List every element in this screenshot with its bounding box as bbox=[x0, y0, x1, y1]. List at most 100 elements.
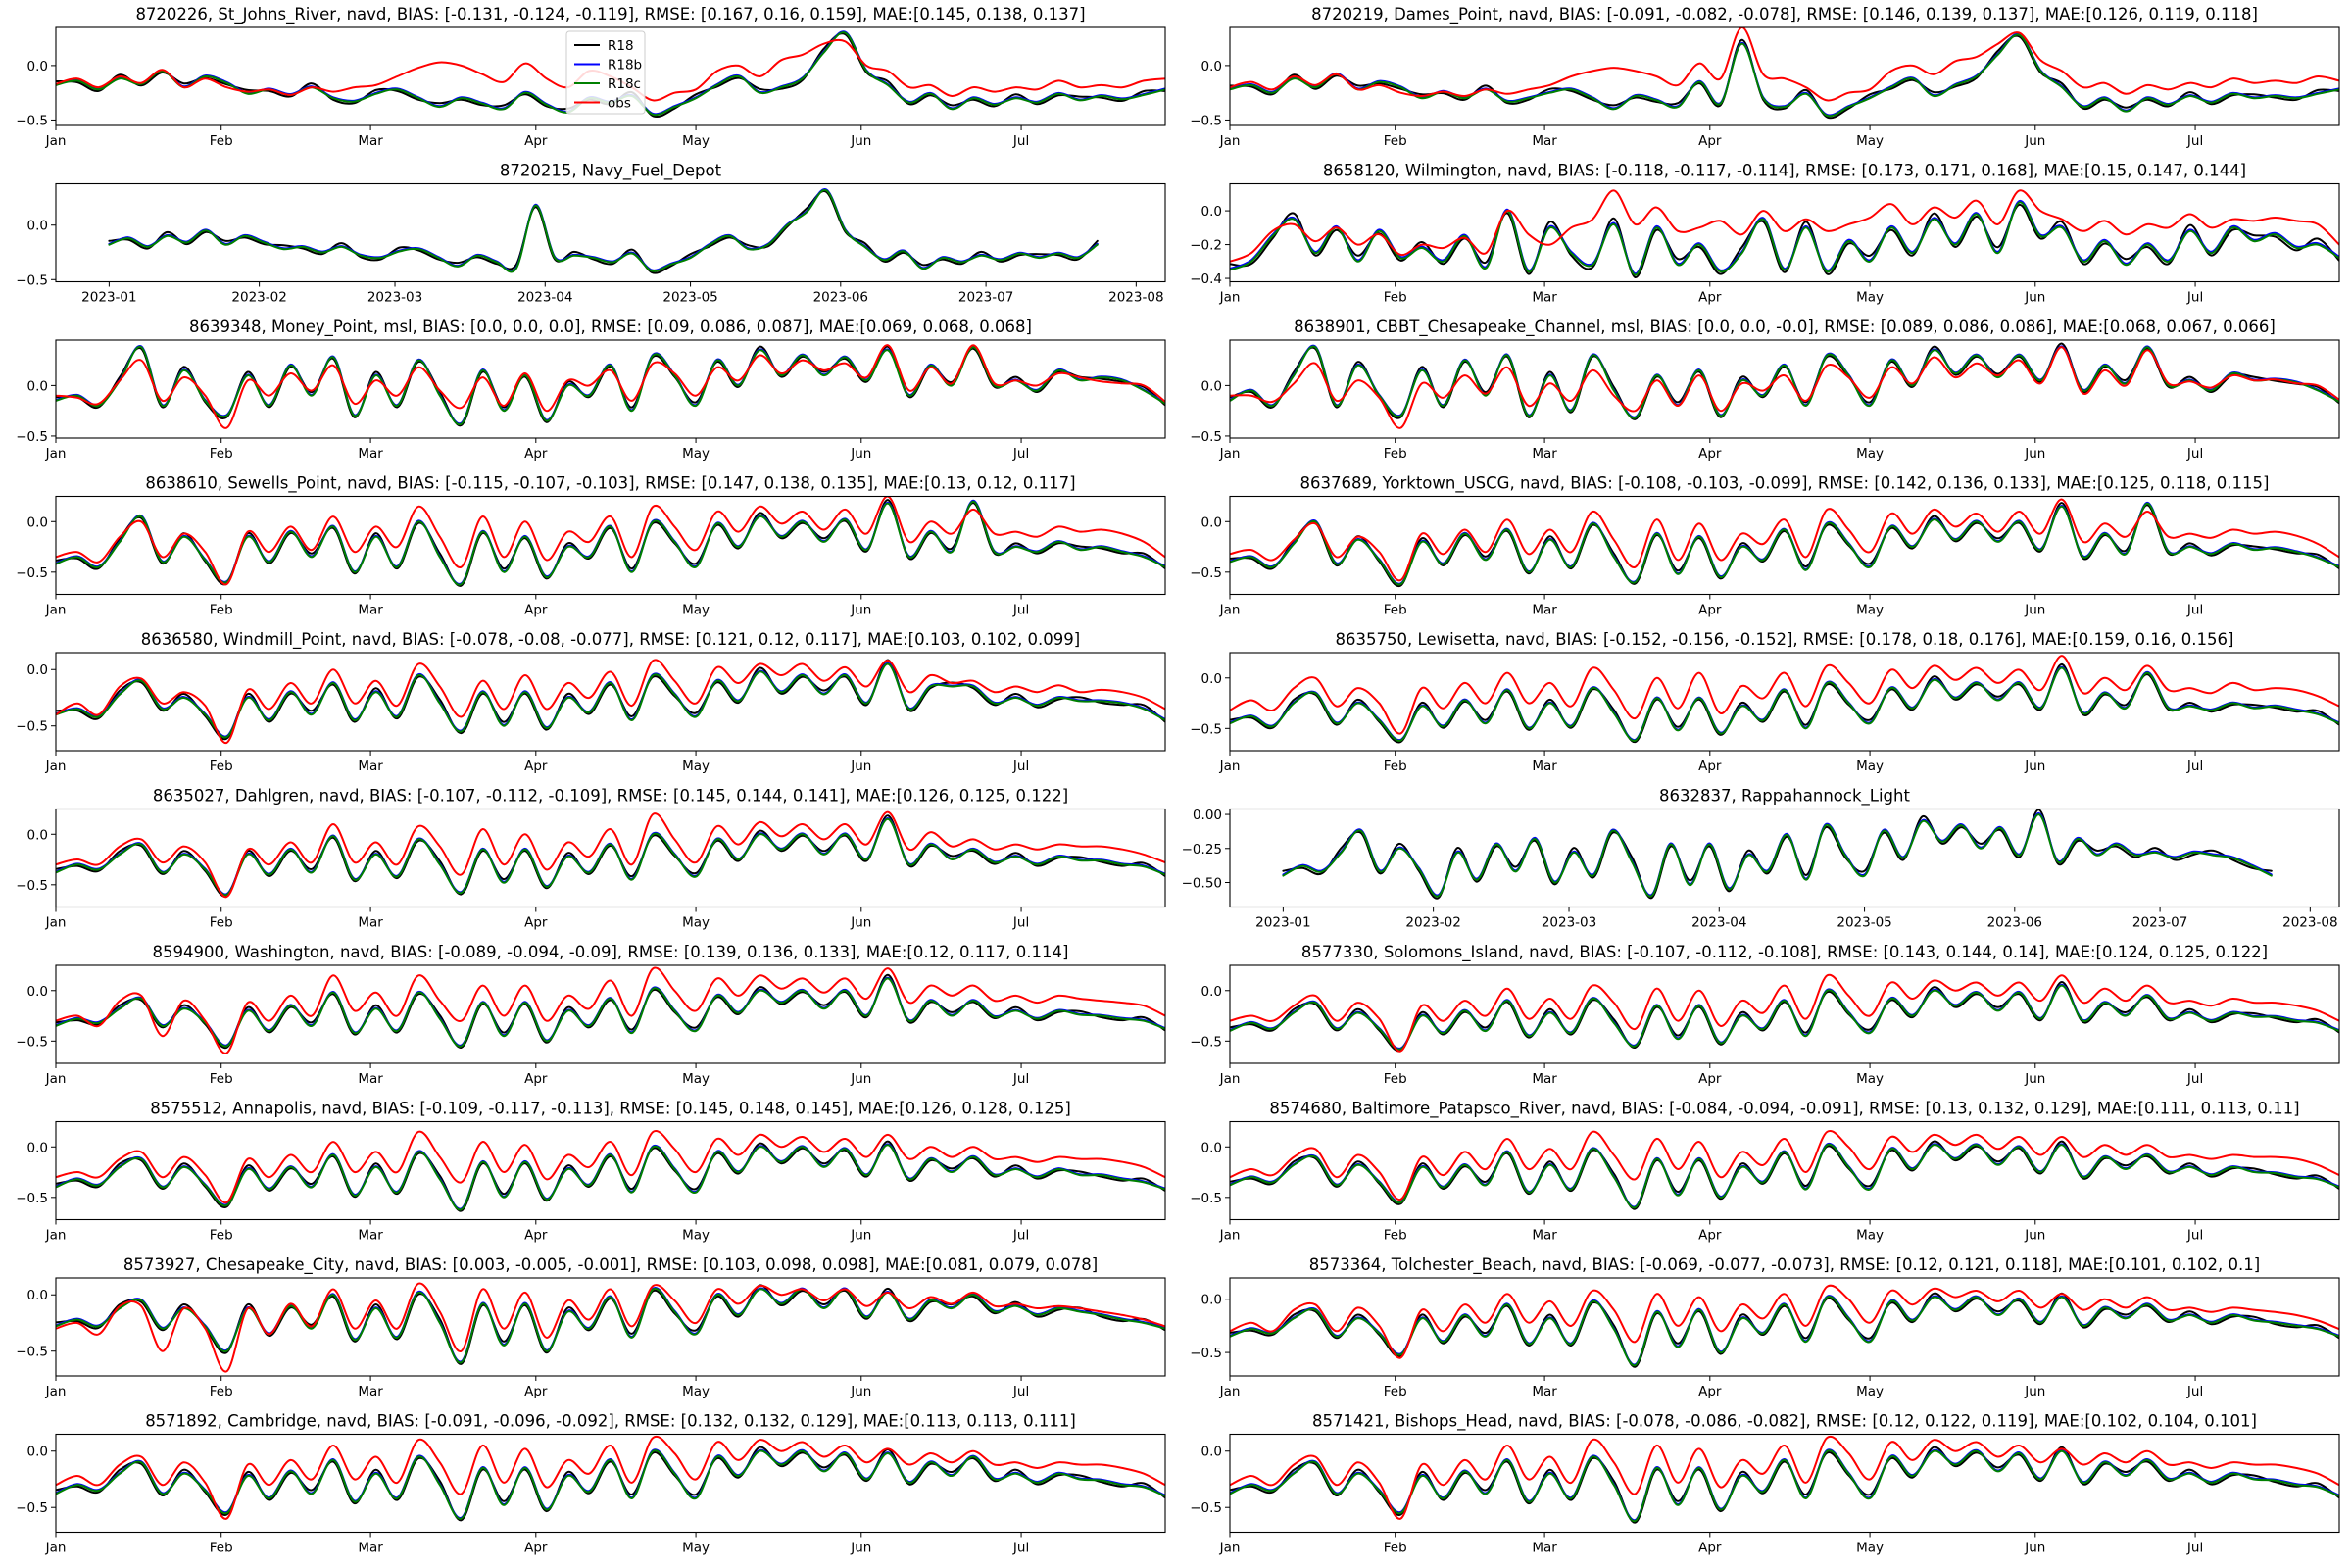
series-line-r18 bbox=[1230, 1446, 2339, 1524]
y-tick-label: −0.5 bbox=[16, 719, 48, 735]
axes-frame bbox=[55, 1120, 1166, 1221]
series-group bbox=[56, 966, 1165, 1054]
x-tick-label: Apr bbox=[524, 1541, 548, 1556]
subplot-title: 8575512, Annapolis, navd, BIAS: [-0.109,… bbox=[150, 1100, 1071, 1118]
y-tick-label: −0.5 bbox=[1190, 113, 1222, 128]
subplot: 8573364, Tolchester_Beach, navd, BIAS: [… bbox=[1190, 1255, 2340, 1399]
series-line-r18b bbox=[1230, 665, 2339, 741]
y-tick-label: 0.0 bbox=[27, 59, 48, 74]
y-tick-label: 0.0 bbox=[27, 219, 48, 234]
x-tick-label: Jul bbox=[1012, 1071, 1029, 1087]
subplot: 8635750, Lewisetta, navd, BIAS: [-0.152,… bbox=[1190, 630, 2340, 774]
x-tick-label: Jan bbox=[45, 1228, 67, 1244]
series-line-r18 bbox=[56, 973, 1165, 1050]
x-tick-label: Jun bbox=[2024, 1228, 2045, 1244]
x-tick-label: Jun bbox=[850, 446, 871, 462]
series-line-r18 bbox=[56, 814, 1165, 898]
x-tick-label: Jan bbox=[1219, 759, 1241, 774]
subplot: 8571892, Cambridge, navd, BIAS: [-0.091,… bbox=[16, 1412, 1166, 1556]
x-tick-label: Feb bbox=[1384, 603, 1407, 618]
x-tick-label: Feb bbox=[210, 446, 233, 462]
y-tick-label: −0.5 bbox=[16, 878, 48, 894]
axes-frame bbox=[55, 652, 1166, 752]
x-tick-label: Apr bbox=[1698, 603, 1722, 618]
series-line-obs bbox=[56, 659, 1165, 744]
y-tick-label: 0.0 bbox=[27, 827, 48, 843]
x-tick-label: Apr bbox=[524, 603, 548, 618]
series-group bbox=[1230, 342, 2339, 429]
x-tick-label: Apr bbox=[524, 133, 548, 149]
legend-label: R18b bbox=[608, 58, 642, 74]
x-tick-label: Jan bbox=[45, 1384, 67, 1399]
x-tick-label: May bbox=[1856, 759, 1884, 774]
x-tick-label: Apr bbox=[1698, 133, 1722, 149]
series-line-r18c bbox=[56, 977, 1165, 1048]
x-tick-label: Jun bbox=[2024, 1071, 2045, 1087]
x-tick-label: Apr bbox=[524, 1228, 548, 1244]
subplot: 8638901, CBBT_Chesapeake_Channel, msl, B… bbox=[1190, 318, 2340, 462]
axes-frame bbox=[55, 495, 1166, 596]
series-group bbox=[56, 344, 1165, 429]
series-line-obs bbox=[1230, 27, 2339, 102]
x-tick-label: May bbox=[682, 133, 710, 149]
x-tick-label: 2023-08 bbox=[1108, 290, 1163, 306]
series-line-r18c bbox=[1230, 345, 2339, 419]
y-tick-label: 0.0 bbox=[27, 1140, 48, 1155]
x-tick-label: Jul bbox=[2186, 1384, 2203, 1399]
x-tick-label: Apr bbox=[1698, 446, 1722, 462]
y-tick-label: 0.0 bbox=[27, 378, 48, 394]
axes-frame bbox=[55, 182, 1166, 283]
series-group bbox=[56, 1282, 1165, 1373]
series-line-obs bbox=[1230, 346, 2339, 429]
x-tick-label: Apr bbox=[524, 759, 548, 774]
x-tick-label: May bbox=[1856, 1384, 1884, 1399]
x-tick-label: Jul bbox=[1012, 1384, 1029, 1399]
legend-label: obs bbox=[608, 96, 631, 112]
x-tick-label: Apr bbox=[1698, 1384, 1722, 1399]
legend: R18 R18b R18c obs bbox=[565, 30, 646, 115]
series-line-r18c bbox=[1230, 1296, 2339, 1367]
y-tick-label: 0.0 bbox=[27, 514, 48, 530]
subplot: 8635027, Dahlgren, navd, BIAS: [-0.107, … bbox=[16, 787, 1166, 931]
x-tick-label: Feb bbox=[1384, 1228, 1407, 1244]
y-tick-label: 0.0 bbox=[1201, 1140, 1222, 1155]
y-tick-label: −0.5 bbox=[1190, 1191, 1222, 1206]
series-group bbox=[56, 810, 1165, 899]
x-tick-label: Jul bbox=[2186, 1541, 2203, 1556]
x-tick-label: Apr bbox=[1698, 290, 1722, 306]
x-tick-label: Apr bbox=[524, 1071, 548, 1087]
subplot: 8594900, Washington, navd, BIAS: [-0.089… bbox=[16, 943, 1166, 1087]
subplot: 8639348, Money_Point, msl, BIAS: [0.0, 0… bbox=[16, 318, 1166, 462]
series-line-obs bbox=[1230, 1129, 2339, 1200]
series-group bbox=[1282, 808, 2273, 900]
x-tick-label: May bbox=[1856, 446, 1884, 462]
x-tick-label: Mar bbox=[1532, 759, 1557, 774]
x-tick-label: Feb bbox=[210, 133, 233, 149]
y-tick-label: 0.0 bbox=[27, 1445, 48, 1460]
y-tick-label: −0.5 bbox=[16, 1500, 48, 1516]
subplot-title: 8635750, Lewisetta, navd, BIAS: [-0.152,… bbox=[1336, 630, 2234, 649]
x-tick-label: Apr bbox=[524, 1384, 548, 1399]
subplot-title: 8658120, Wilmington, navd, BIAS: [-0.118… bbox=[1323, 162, 2246, 180]
subplot-title: 8638610, Sewells_Point, navd, BIAS: [-0.… bbox=[145, 474, 1075, 494]
y-tick-label: −0.5 bbox=[16, 1345, 48, 1360]
x-tick-label: Jan bbox=[1219, 290, 1241, 306]
x-tick-label: Jul bbox=[1012, 915, 1029, 931]
series-line-r18b bbox=[56, 499, 1165, 585]
series-group bbox=[56, 659, 1165, 744]
series-group bbox=[1230, 973, 2339, 1053]
subplot: 8574680, Baltimore_Patapsco_River, navd,… bbox=[1190, 1100, 2340, 1244]
series-line-r18c bbox=[1230, 984, 2339, 1051]
y-tick-label: 0.0 bbox=[1201, 1293, 1222, 1308]
axes-frame bbox=[1229, 964, 2340, 1064]
subplot-title: 8573927, Chesapeake_City, navd, BIAS: [0… bbox=[123, 1255, 1098, 1275]
x-tick-label: Feb bbox=[210, 603, 233, 618]
series-line-obs bbox=[1230, 1284, 2339, 1359]
subplot-title: 8720215, Navy_Fuel_Depot bbox=[500, 162, 722, 181]
series-line-r18b bbox=[56, 976, 1165, 1047]
y-tick-label: −0.5 bbox=[1190, 565, 1222, 581]
x-tick-label: Mar bbox=[1532, 1384, 1557, 1399]
x-tick-label: Apr bbox=[1698, 759, 1722, 774]
x-tick-label: Feb bbox=[1384, 1384, 1407, 1399]
series-line-r18c bbox=[1230, 201, 2339, 276]
